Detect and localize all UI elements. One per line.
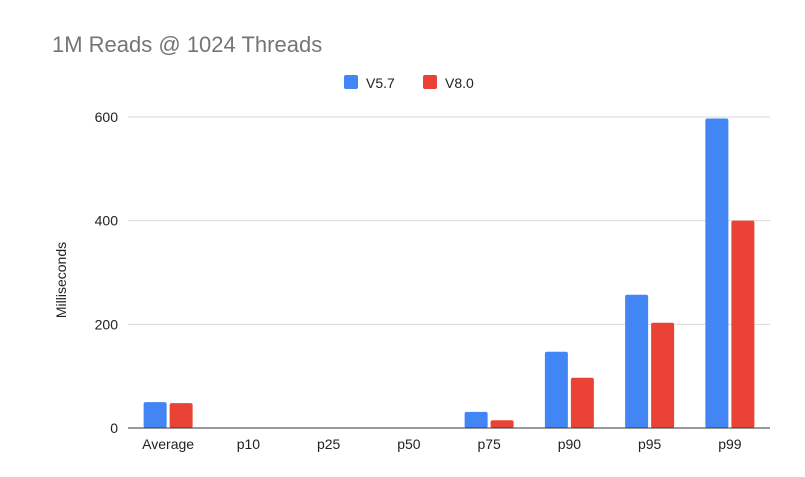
y-axis-label: Milliseconds bbox=[53, 242, 69, 318]
y-tick-labels: 0 200 400 600 bbox=[95, 109, 119, 436]
bar-v80-p99 bbox=[731, 220, 755, 428]
x-tick-label: p95 bbox=[638, 436, 662, 452]
x-tick-label: p50 bbox=[397, 436, 421, 452]
x-tick-label: p10 bbox=[237, 436, 261, 452]
grid-lines bbox=[128, 116, 770, 325]
x-tick-label: p25 bbox=[317, 436, 341, 452]
y-tick-label: 200 bbox=[95, 316, 119, 332]
bar-v80-average bbox=[169, 403, 193, 428]
bar-v80-p90 bbox=[570, 377, 594, 428]
bar-v57-p75 bbox=[464, 411, 488, 428]
bar-v80-p75 bbox=[490, 420, 514, 428]
chart-title: 1M Reads @ 1024 Threads bbox=[52, 32, 322, 57]
legend: V5.7 V8.0 bbox=[344, 75, 474, 91]
bar-v57-p99 bbox=[705, 118, 729, 429]
legend-label-v80: V8.0 bbox=[445, 75, 474, 91]
legend-label-v57: V5.7 bbox=[366, 75, 395, 91]
x-tick-labels: Average p10 p25 p50 p75 p90 p95 p99 bbox=[142, 436, 742, 452]
bar-v57-p95 bbox=[625, 294, 649, 428]
y-tick-label: 0 bbox=[110, 420, 118, 436]
x-tick-label: p75 bbox=[477, 436, 501, 452]
bars bbox=[143, 118, 755, 429]
y-tick-label: 600 bbox=[95, 109, 119, 125]
bar-v57-average bbox=[143, 402, 167, 428]
x-tick-label: p90 bbox=[558, 436, 582, 452]
legend-swatch-v80 bbox=[423, 75, 437, 89]
legend-swatch-v57 bbox=[344, 75, 358, 89]
y-tick-label: 400 bbox=[95, 213, 119, 229]
bar-v80-p95 bbox=[651, 322, 675, 428]
bar-v57-p90 bbox=[544, 351, 568, 428]
x-tick-label: Average bbox=[142, 436, 194, 452]
x-tick-label: p99 bbox=[718, 436, 742, 452]
